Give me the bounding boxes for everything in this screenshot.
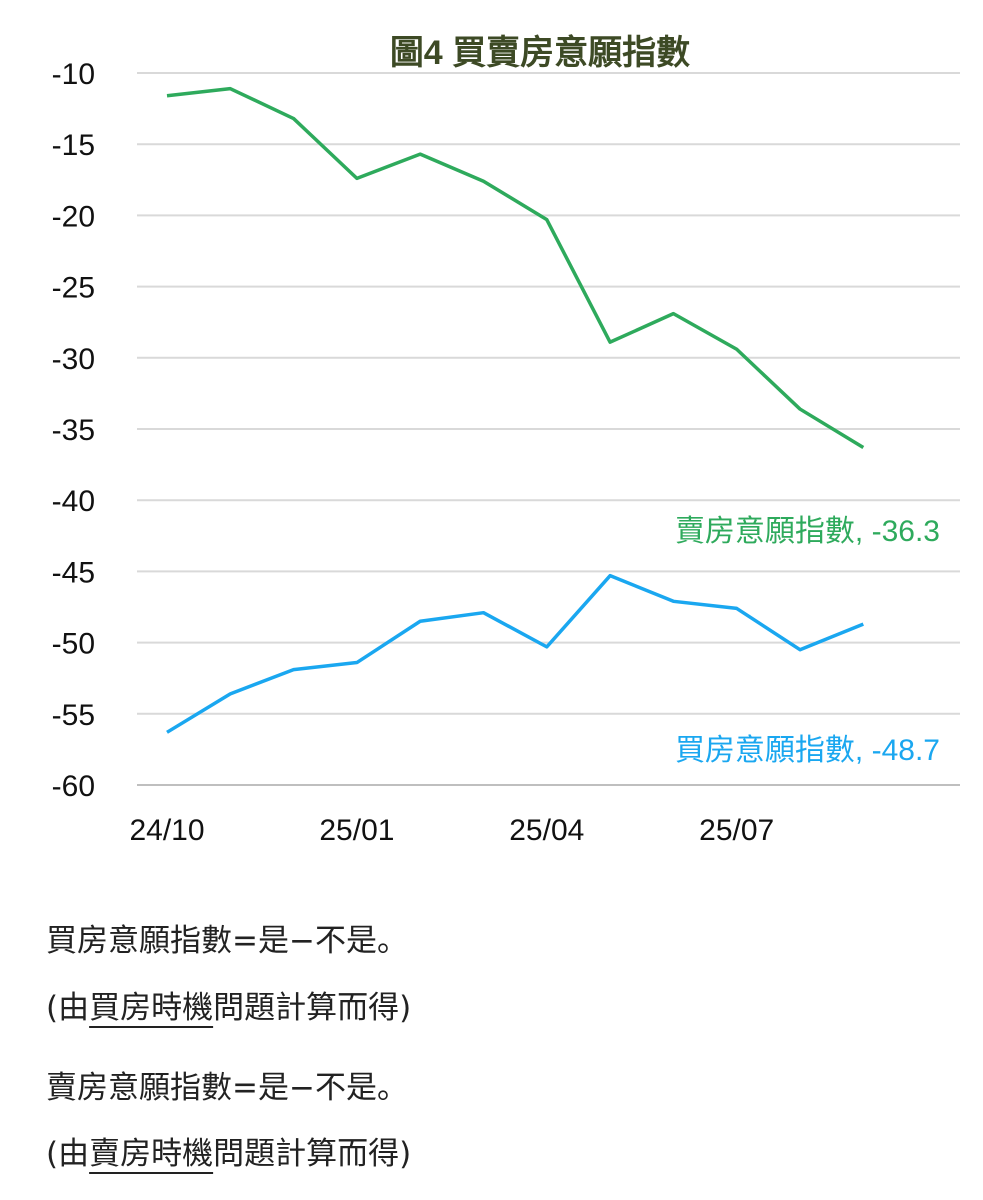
note-suffix: 問題計算而得) [213,990,412,1026]
note-underlined: 賣房時機 [89,1136,214,1172]
chart-title: 圖4 買賣房意願指數 [390,34,690,72]
y-tick-label: -10 [52,58,95,91]
y-tick-label: -55 [52,699,95,732]
note-suffix: 問題計算而得) [213,1136,412,1172]
note-underlined: 買房時機 [89,990,214,1026]
note-buy-source: (由買房時機問題計算而得) [46,982,411,1027]
y-tick-label: -30 [52,343,95,376]
series-end-label: 賣房意願指數, -36.3 [675,515,940,548]
y-tick-label: -20 [52,200,95,233]
series-line-buy [166,573,864,734]
x-tick-label: 25/01 [319,814,394,847]
note-prefix: (由 [46,1136,90,1172]
note-sell-formula: 賣房意願指數=是−不是。 [46,1070,408,1106]
x-tick-label: 24/10 [129,814,204,847]
y-tick-label: -15 [52,129,95,162]
y-tick-label: -60 [52,770,95,803]
y-tick-label: -35 [52,414,95,447]
y-tick-label: -40 [52,485,95,518]
note-prefix: (由 [46,990,90,1026]
note-buy-formula: 買房意願指數=是−不是。 [46,923,408,959]
y-tick-label: -45 [52,556,95,589]
x-tick-label: 25/04 [509,814,584,847]
series-line-sell [166,86,865,450]
line-chart: 圖4 買賣房意願指數 -10 -15 -20 -25 -30 -35 -40 -45 -50 -5… [52,34,960,847]
y-tick-label: -50 [52,628,95,661]
x-tick-label: 25/07 [699,814,774,847]
series-end-label: 買房意願指數, -48.7 [675,734,940,767]
note-sell-source: (由賣房時機問題計算而得) [46,1128,411,1173]
y-tick-label: -25 [52,272,95,305]
